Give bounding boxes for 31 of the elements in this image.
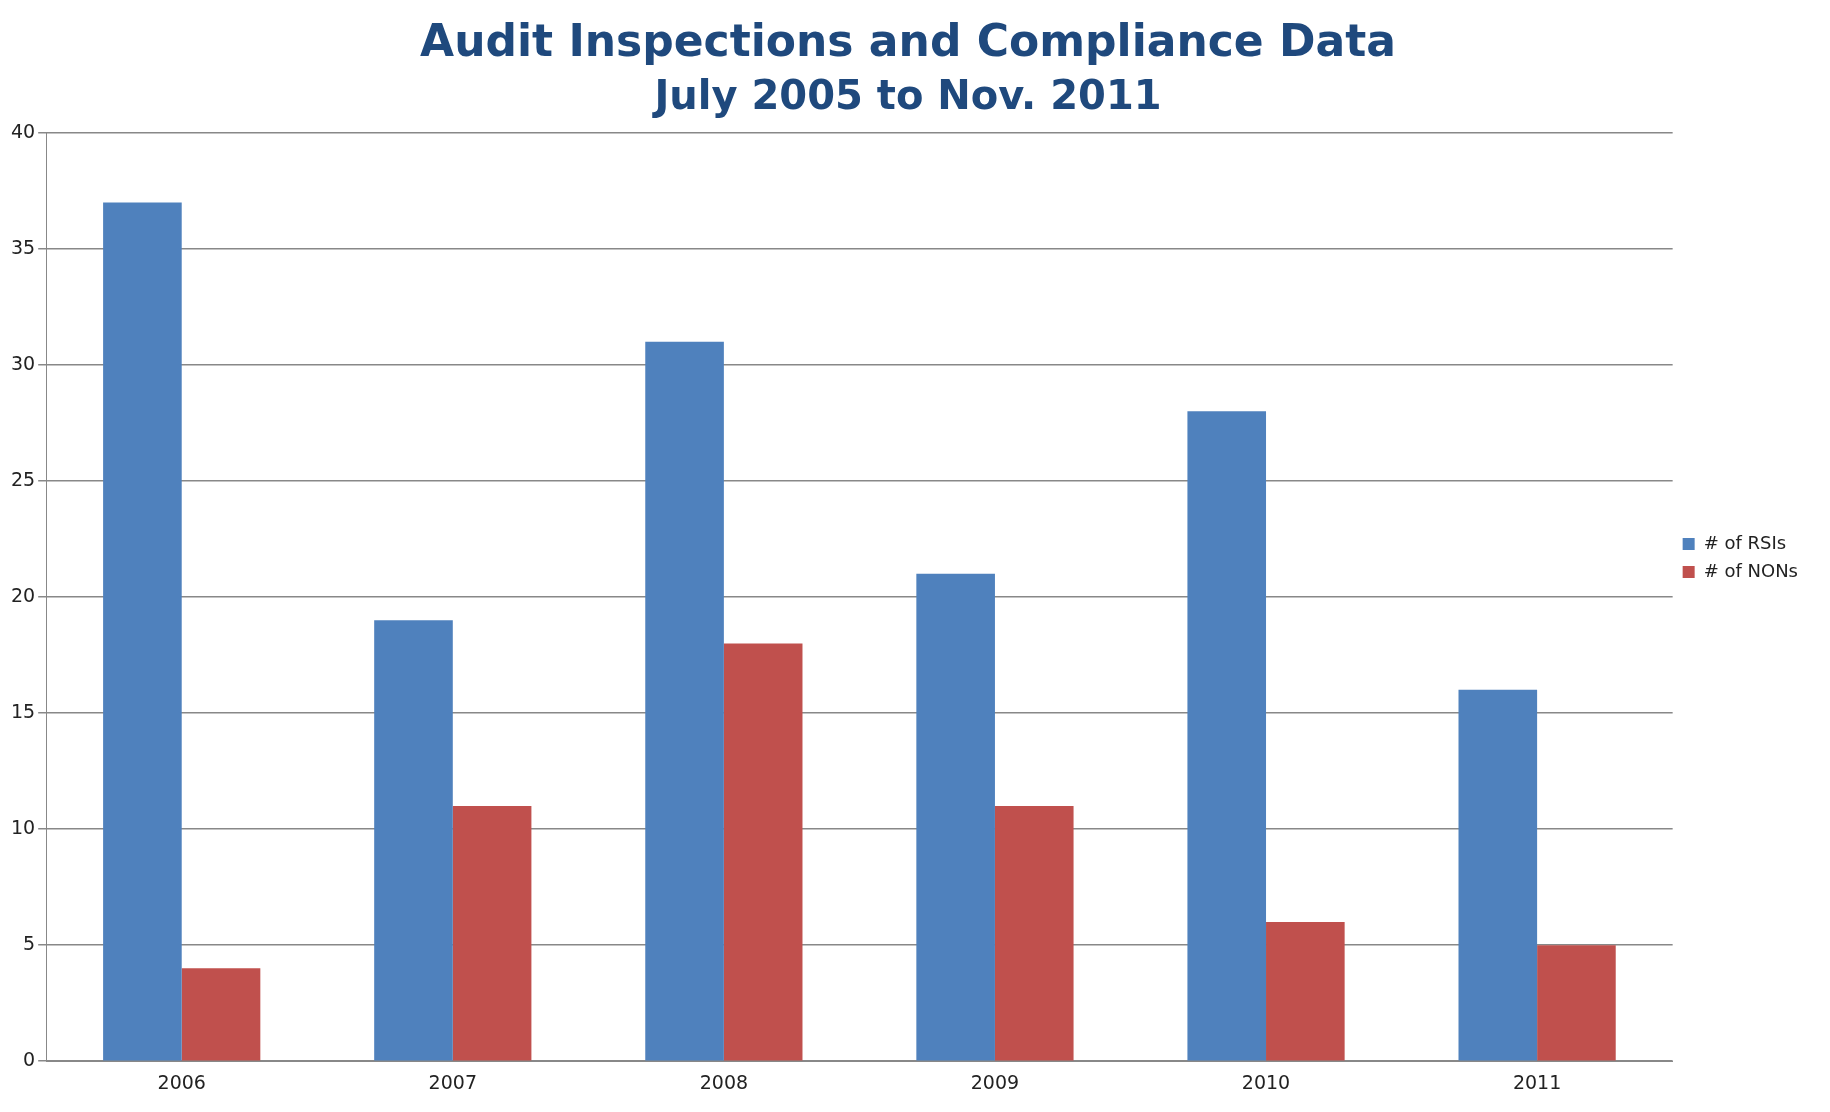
x-tick-label: 2011 xyxy=(1512,1070,1562,1093)
bar xyxy=(181,968,261,1061)
y-tick-label: 25 xyxy=(10,467,36,490)
x-tick-label: 2009 xyxy=(970,1070,1020,1093)
bar xyxy=(645,341,724,1061)
bar xyxy=(103,202,182,1061)
y-tick-label: 30 xyxy=(10,351,36,374)
bar xyxy=(723,643,803,1061)
y-tick-label: 35 xyxy=(10,235,36,258)
chart-subtitle: July 2005 to Nov. 2011 xyxy=(651,72,1162,119)
legend-label: # of RSIs xyxy=(1703,531,1787,553)
bar xyxy=(374,620,453,1061)
bar xyxy=(1537,945,1616,1061)
bar xyxy=(452,805,532,1061)
x-tick-label: 2006 xyxy=(157,1070,206,1093)
y-tick-label: 20 xyxy=(10,583,36,606)
y-tick-label: 5 xyxy=(23,932,36,955)
legend-label: # of NONs xyxy=(1703,559,1799,581)
bar xyxy=(1458,689,1538,1061)
y-tick-label: 0 xyxy=(23,1048,36,1071)
y-tick-label: 40 xyxy=(10,119,36,142)
x-tick-label: 2007 xyxy=(428,1070,477,1093)
chart-title: Audit Inspections and Compliance Data xyxy=(420,14,1396,66)
x-tick-label: 2008 xyxy=(699,1070,749,1093)
bar xyxy=(1266,921,1345,1061)
y-tick-label: 15 xyxy=(10,699,36,722)
bar xyxy=(1187,411,1267,1061)
bar xyxy=(916,573,995,1061)
x-tick-label: 2010 xyxy=(1241,1070,1291,1093)
y-tick-label: 10 xyxy=(10,816,36,839)
bar xyxy=(994,805,1074,1061)
